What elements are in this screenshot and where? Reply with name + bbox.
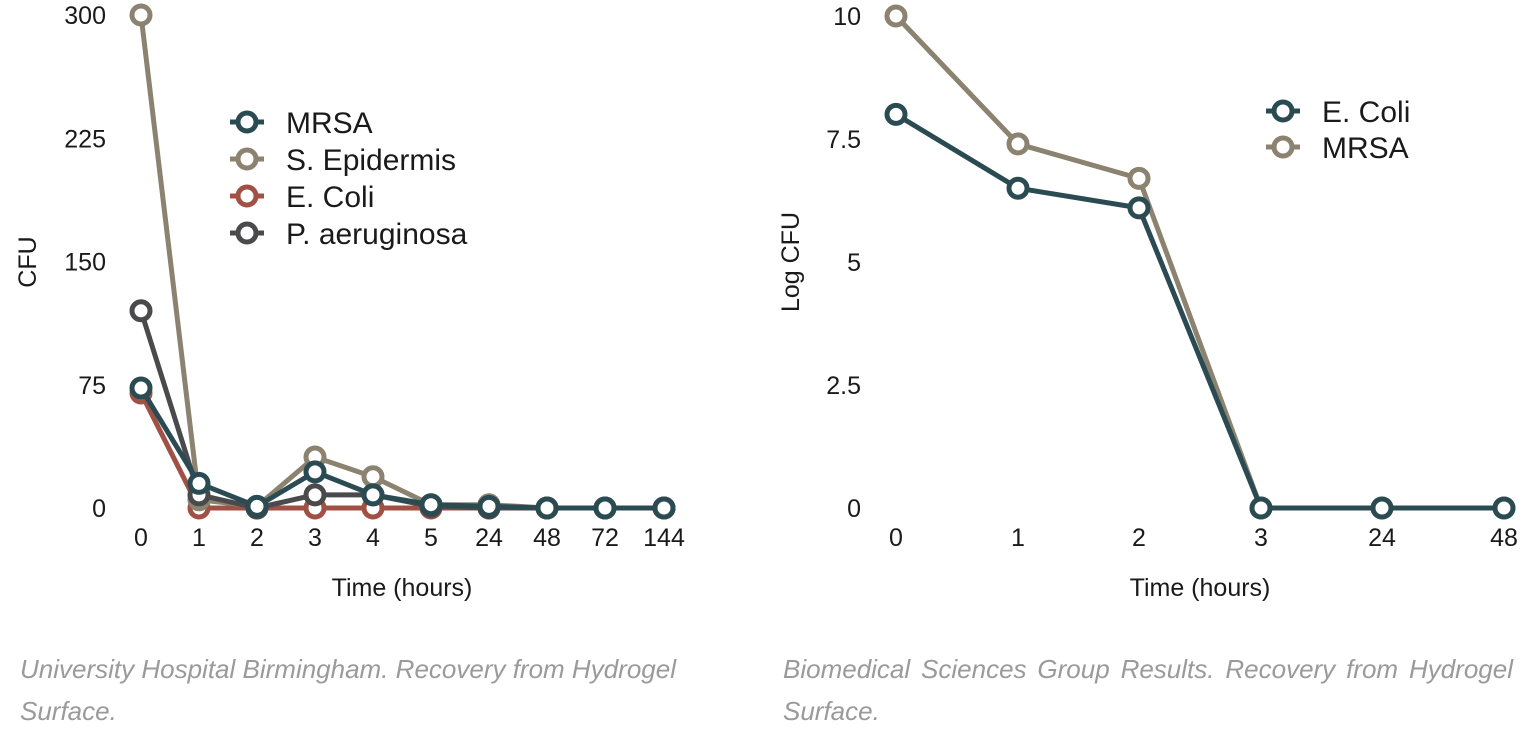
left-y-axis-label: CFU: [14, 236, 42, 287]
left-chart-caption: University Hospital Birmingham. Recovery…: [20, 654, 676, 726]
right-data-point-e-coli: [884, 102, 908, 126]
right-x-tick-label: 48: [1490, 524, 1518, 552]
left-x-tick-label: 24: [475, 524, 503, 552]
left-legend-marker-p-aeruginosa: [235, 221, 259, 245]
right-series-line-mrsa: [894, 14, 1504, 511]
left-data-point-s-epidermis: [361, 465, 385, 489]
left-data-point-s-epidermis: [129, 3, 153, 27]
left-x-tick-label: 3: [308, 524, 322, 552]
left-x-tick-label: 1: [192, 524, 206, 552]
right-data-point-e-coli: [1006, 176, 1030, 200]
right-data-point-e-coli: [1249, 496, 1273, 520]
left-data-point-mrsa: [535, 496, 559, 520]
left-data-point-mrsa: [245, 494, 269, 518]
right-legend-label-mrsa: MRSA: [1322, 132, 1409, 165]
right-data-point-e-coli: [1127, 196, 1151, 220]
right-x-axis-label: Time (hours): [1130, 574, 1271, 602]
left-x-tick-label: 2: [250, 524, 264, 552]
right-x-tick-label: 0: [889, 524, 903, 552]
right-legend-label-e-coli: E. Coli: [1322, 96, 1410, 129]
left-data-point-mrsa: [419, 493, 443, 517]
left-y-tick-label: 300: [64, 2, 106, 30]
left-x-axis-label: Time (hours): [332, 574, 473, 602]
left-series-line-p-aeruginosa: [138, 310, 664, 511]
left-data-point-mrsa: [187, 471, 211, 495]
right-x-tick-label: 3: [1254, 524, 1268, 552]
left-data-point-mrsa: [593, 496, 617, 520]
left-legend-label-s-epidermis: S. Epidermis: [286, 144, 456, 177]
right-data-point-mrsa: [1006, 132, 1030, 156]
left-data-point-p-aeruginosa: [303, 483, 327, 507]
left-y-tick-label: 225: [64, 125, 106, 153]
right-data-point-mrsa: [1127, 166, 1151, 190]
left-x-tick-label: 5: [424, 524, 438, 552]
right-y-axis-label: Log CFU: [777, 212, 805, 312]
left-data-point-mrsa: [477, 494, 501, 518]
left-data-point-p-aeruginosa: [129, 299, 153, 323]
right-x-tick-label: 2: [1132, 524, 1146, 552]
right-y-tick-label: 5: [847, 249, 861, 277]
left-x-tick-label: 4: [366, 524, 380, 552]
left-data-point-mrsa: [303, 460, 327, 484]
right-data-point-e-coli: [1370, 496, 1394, 520]
right-legend-marker-mrsa: [1271, 135, 1295, 159]
right-x-tick-label: 1: [1011, 524, 1025, 552]
left-legend-marker-e-coli: [235, 184, 259, 208]
right-x-tick-label: 24: [1368, 524, 1396, 552]
left-y-tick-label: 75: [78, 372, 106, 400]
left-x-tick-label: 48: [533, 524, 561, 552]
right-data-point-mrsa: [884, 4, 908, 28]
right-y-tick-label: 10: [833, 3, 861, 31]
left-data-point-mrsa: [361, 483, 385, 507]
left-data-point-mrsa: [652, 496, 676, 520]
left-y-tick-label: 150: [64, 249, 106, 277]
right-data-point-e-coli: [1492, 496, 1516, 520]
right-y-tick-label: 2.5: [826, 372, 861, 400]
left-legend-marker-s-epidermis: [235, 147, 259, 171]
right-legend-marker-e-coli: [1271, 99, 1295, 123]
left-x-tick-label: 144: [643, 524, 685, 552]
left-legend-label-e-coli: E. Coli: [286, 181, 374, 214]
left-data-point-mrsa: [129, 376, 153, 400]
left-series-line-s-epidermis: [138, 14, 664, 511]
right-chart-caption: Biomedical Sciences Group Results. Recov…: [783, 654, 1513, 726]
left-x-tick-label: 0: [134, 524, 148, 552]
left-y-tick-label: 0: [92, 495, 106, 523]
right-y-tick-label: 7.5: [826, 126, 861, 154]
left-series-line-mrsa: [138, 386, 664, 511]
left-x-tick-label: 72: [591, 524, 619, 552]
left-legend-label-p-aeruginosa: P. aeruginosa: [286, 218, 468, 251]
left-legend-label-mrsa: MRSA: [286, 107, 373, 140]
right-series-line-e-coli: [894, 112, 1504, 511]
left-legend-marker-mrsa: [235, 110, 259, 134]
right-y-tick-label: 0: [847, 495, 861, 523]
